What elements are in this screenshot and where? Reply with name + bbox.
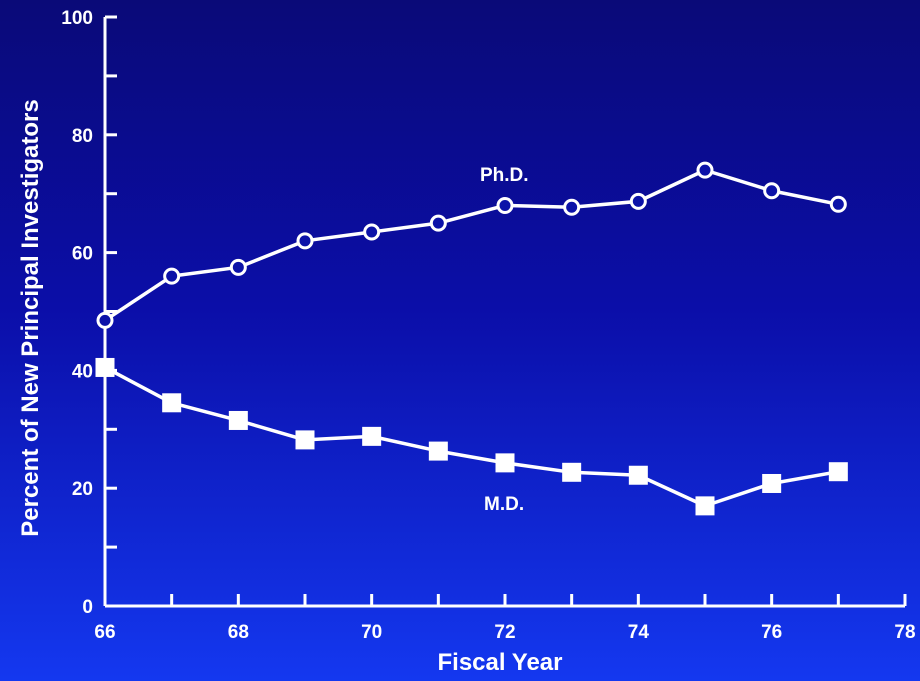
phd-data-point (363, 223, 381, 241)
phd-data-point (163, 267, 181, 285)
x-tick-label: 76 (761, 622, 782, 643)
x-tick-label: 72 (494, 622, 515, 643)
x-tick-label: 66 (94, 622, 115, 643)
md-data-point (428, 441, 448, 461)
phd-data-point (429, 214, 447, 232)
phd-data-point (563, 198, 581, 216)
md-data-point (695, 496, 715, 516)
phd-data-point (96, 311, 114, 329)
x-tick-label: 78 (894, 622, 915, 643)
phd-data-point (763, 182, 781, 200)
md-data-point (828, 462, 848, 482)
phd-data-point (696, 161, 714, 179)
phd-data-point (229, 258, 247, 276)
x-tick-label: 68 (228, 622, 249, 643)
md-data-point (762, 473, 782, 493)
md-data-point (628, 465, 648, 485)
md-data-point (295, 430, 315, 450)
y-tick-label: 60 (72, 244, 93, 265)
axes: 0 20 40 60 80 100 66 68 70 72 74 76 78 (61, 8, 915, 643)
md-data-point (495, 453, 515, 473)
y-axis-title: Percent of New Principal Investigators (17, 99, 44, 536)
phd-series-label: Ph.D. (480, 165, 529, 186)
y-tick-label: 0 (82, 597, 93, 618)
y-tick-label: 20 (72, 479, 93, 500)
phd-data-point (296, 232, 314, 250)
y-tick-label: 100 (61, 8, 93, 29)
md-data-point (95, 357, 115, 377)
x-axis-title: Fiscal Year (438, 649, 563, 676)
y-tick-label: 80 (72, 126, 93, 147)
x-tick-label: 74 (628, 622, 650, 643)
x-tick-label: 70 (361, 622, 382, 643)
md-series-line (104, 365, 839, 508)
md-data-point (228, 410, 248, 430)
phd-data-point (629, 192, 647, 210)
md-series-label: M.D. (484, 494, 524, 515)
md-data-point (362, 426, 382, 446)
phd-data-point (496, 196, 514, 214)
plot-area (95, 161, 848, 516)
md-data-point (562, 462, 582, 482)
y-tick-label: 40 (72, 361, 93, 382)
phd-series-line (104, 168, 839, 322)
phd-data-point (829, 195, 847, 213)
md-data-point (162, 393, 182, 413)
